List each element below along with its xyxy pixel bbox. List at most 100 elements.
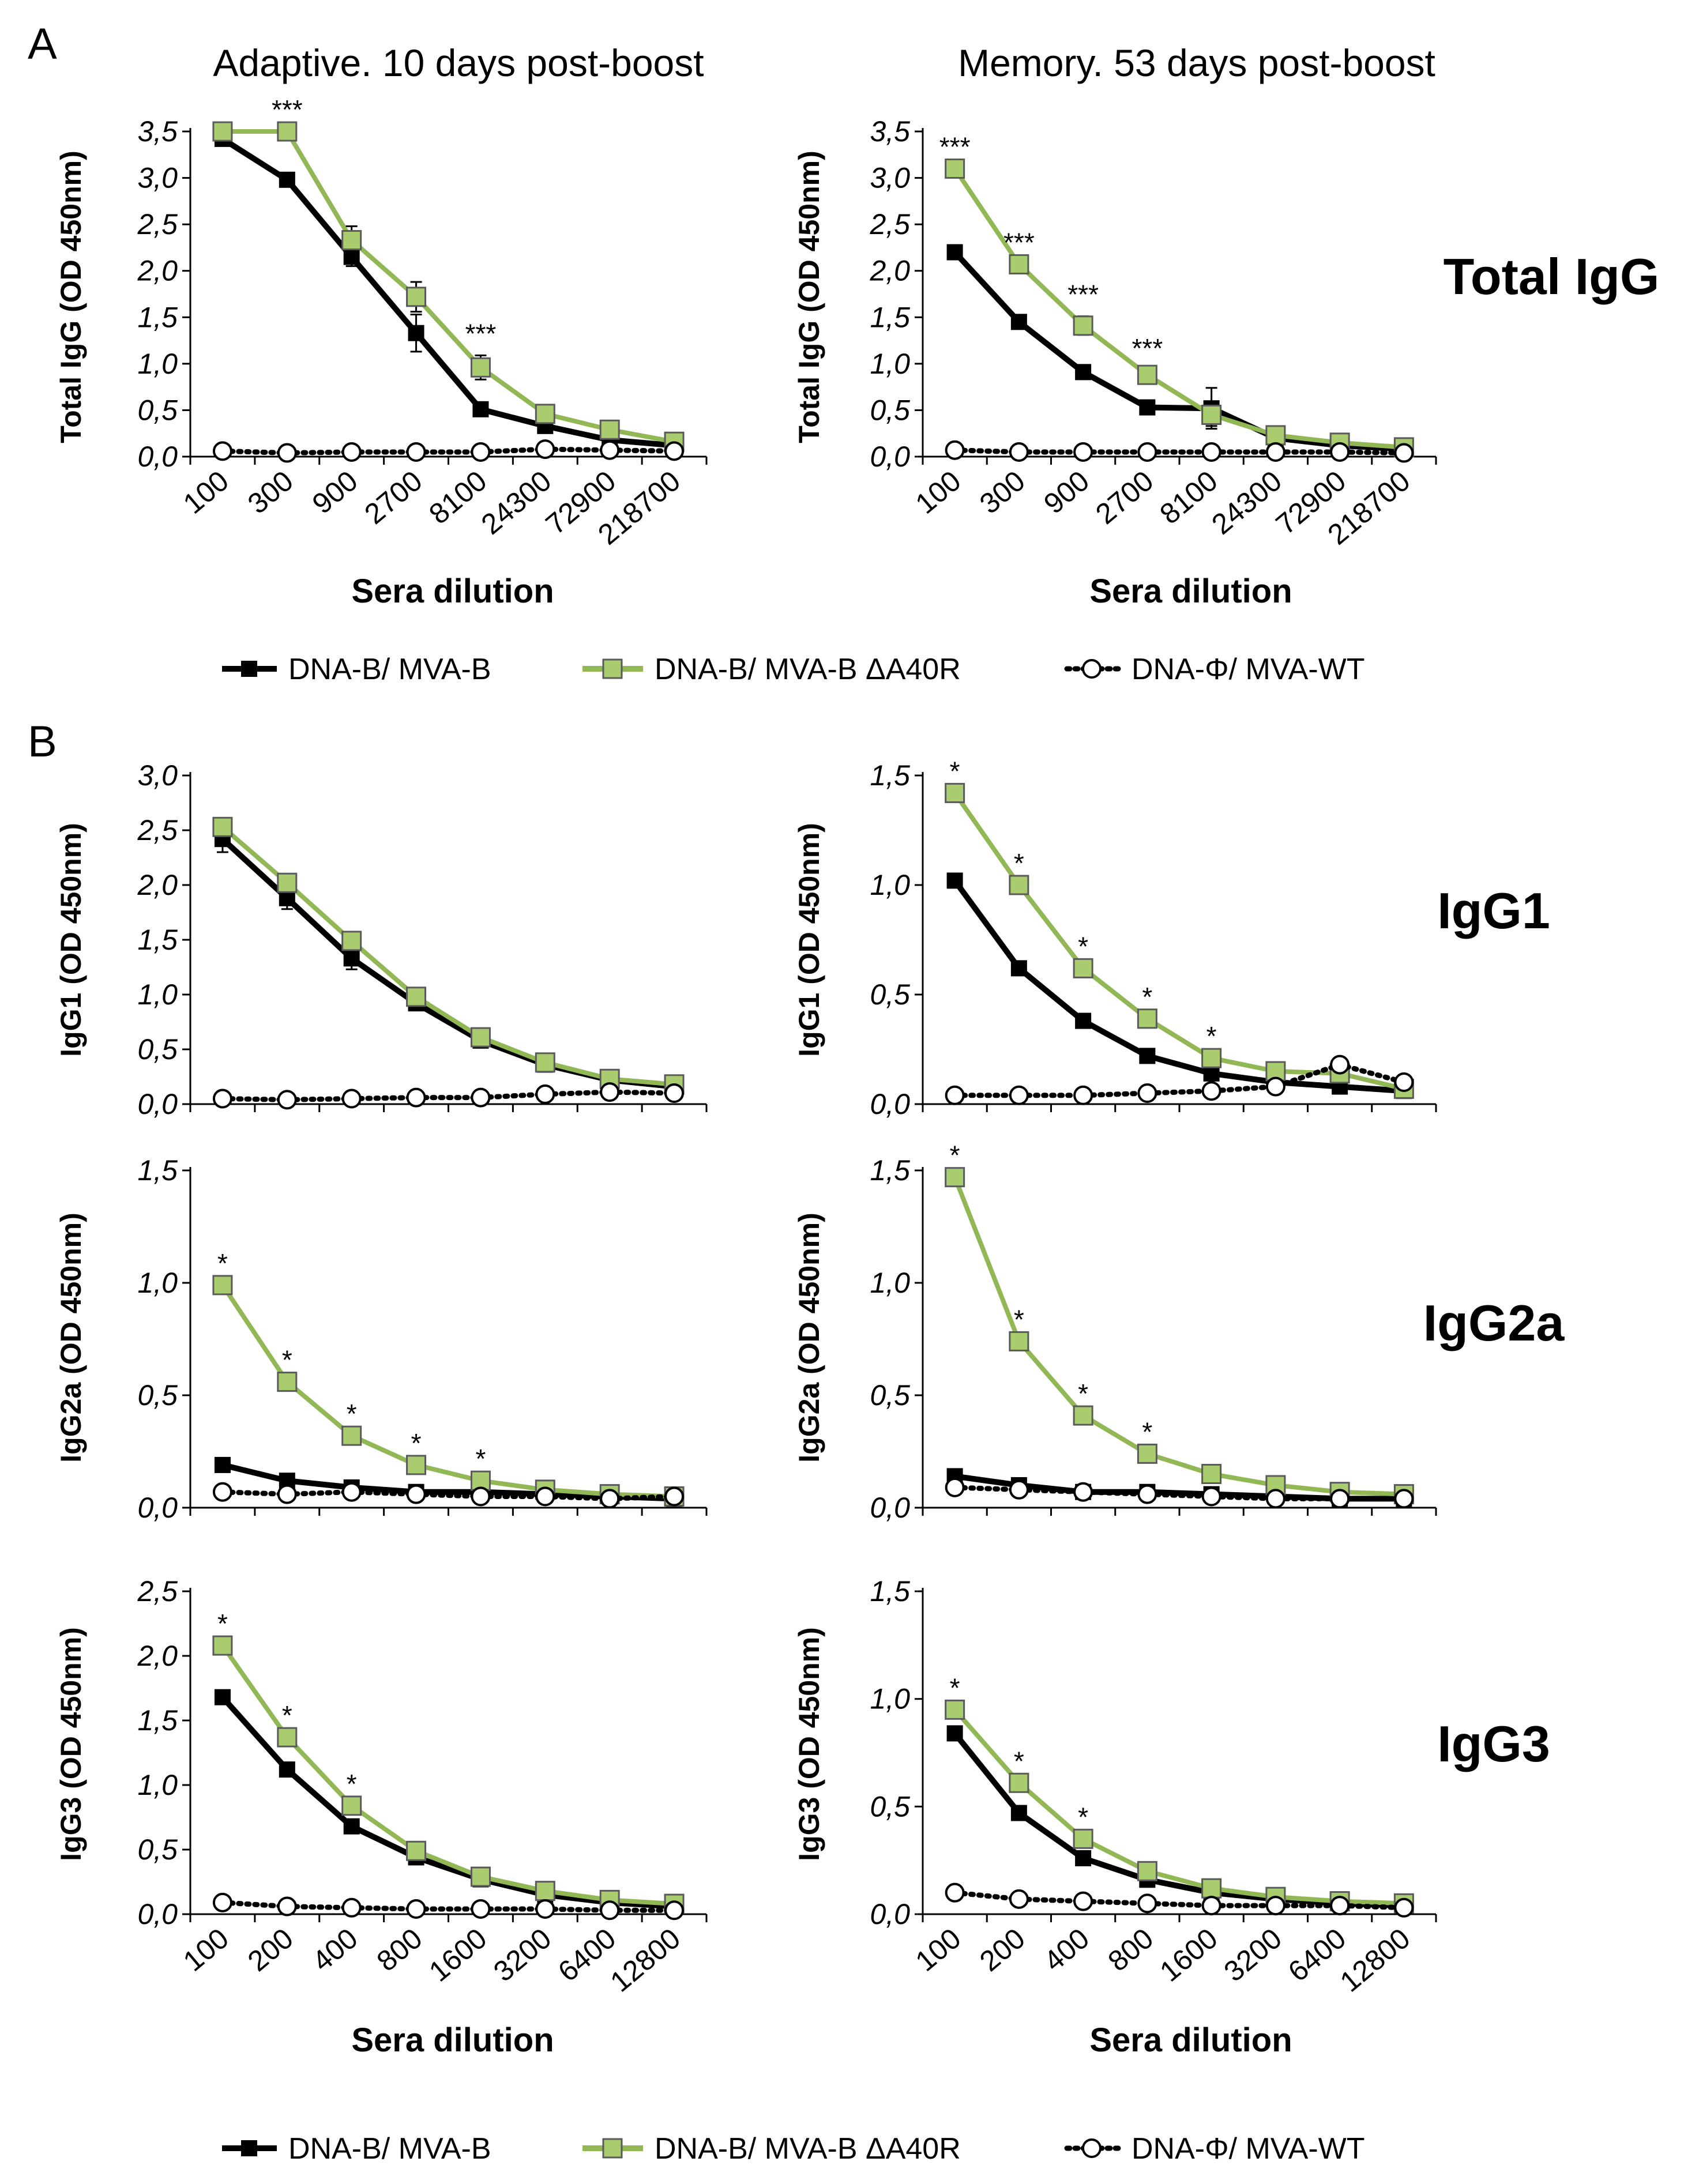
- data-point-delta: [945, 158, 965, 179]
- data-point-delta: [277, 1372, 298, 1392]
- data-point-mva-b: [279, 171, 295, 188]
- y-tick-label: 3,0: [137, 759, 178, 792]
- x-tick-label: 24300: [475, 465, 558, 541]
- y-tick-label: 2,5: [869, 208, 910, 240]
- x-tick-label: 200: [973, 1922, 1031, 1978]
- significance-label: *: [950, 1673, 960, 1703]
- data-point-delta: [1137, 364, 1157, 385]
- series-line-delta: [220, 1643, 677, 1907]
- x-tick-label: 24300: [1205, 465, 1288, 541]
- series-line-mva-b: [952, 249, 1407, 453]
- data-point-wt: [1265, 1076, 1285, 1097]
- data-point-delta: [212, 1635, 233, 1656]
- data-point-delta: [277, 121, 298, 142]
- significance-label: *: [411, 1428, 422, 1458]
- data-point-wt: [1394, 1072, 1414, 1092]
- x-tick-label: 800: [371, 1922, 428, 1978]
- y-tick-label: 2,5: [137, 208, 178, 240]
- data-point-delta: [1265, 425, 1286, 446]
- data-point-delta: [212, 816, 233, 837]
- chart-igg1-adaptive: 0,0 0,5 1,0 1,5 2,0 2,5 3,0: [137, 759, 708, 1120]
- significance-label: *: [347, 1769, 357, 1799]
- data-point-wt: [277, 1090, 297, 1110]
- data-point-delta: [1201, 1464, 1222, 1484]
- data-point-delta: [406, 1840, 427, 1861]
- y-tick-label: 0,5: [137, 1033, 178, 1065]
- x-tick-label: 12800: [1334, 1922, 1416, 1998]
- significance-label: *: [282, 1700, 292, 1730]
- data-point-wt: [406, 1087, 426, 1108]
- data-point-wt: [406, 1899, 426, 1919]
- data-point-wt: [471, 1486, 491, 1507]
- significance-label: *: [217, 1248, 228, 1278]
- series-wt: [945, 440, 1414, 463]
- data-point-delta: [1073, 1405, 1093, 1426]
- data-point-wt: [406, 1484, 426, 1504]
- x-tick-label: 900: [1038, 465, 1095, 521]
- significance-label: *: [1014, 848, 1024, 878]
- y-tick-label: 0,5: [870, 978, 910, 1011]
- data-point-delta: [470, 357, 491, 378]
- y-tick-label: 1,5: [870, 301, 910, 333]
- y-tick-label: 1,5: [137, 1704, 178, 1737]
- y-tick-label: 1,0: [870, 1267, 910, 1299]
- legend-top: DNA-B/ MVA-B DNA-B/ MVA-B ΔA40R DNA-Φ/ M…: [222, 653, 1365, 686]
- data-point-wt: [945, 1477, 965, 1497]
- data-point-wt: [212, 1482, 232, 1502]
- data-point-delta: [535, 1052, 555, 1073]
- data-point-wt: [1137, 1484, 1157, 1504]
- data-point-wt: [1330, 1055, 1350, 1075]
- y-tick-label: 2,0: [869, 255, 910, 287]
- series-line-delta: [220, 129, 677, 445]
- data-point-mva-b: [1075, 1850, 1092, 1866]
- data-point-delta: [470, 1027, 491, 1048]
- data-point-mva-b: [1139, 399, 1156, 416]
- title-adaptive: Adaptive. 10 days post-boost: [213, 42, 704, 84]
- y-tick-label: 2,0: [137, 1640, 178, 1672]
- data-point-wt: [406, 442, 426, 462]
- series-line-delta: [952, 790, 1407, 1091]
- significance-label: ***: [1132, 333, 1163, 363]
- series-wt: [945, 1882, 1414, 1918]
- series-line-delta: [220, 1282, 677, 1499]
- data-point-mva-b: [946, 1725, 963, 1742]
- data-point-wt: [1073, 1482, 1093, 1502]
- data-point-wt: [1137, 1893, 1157, 1914]
- data-point-wt: [945, 1882, 965, 1903]
- data-point-delta: [1009, 875, 1029, 895]
- x-tick-label: 3200: [1218, 1922, 1288, 1988]
- x-tick-label: 100: [909, 465, 967, 521]
- data-point-delta: [1009, 1772, 1029, 1793]
- significance-label: *: [950, 1140, 960, 1170]
- y-axis-title-igg1-adaptive: IgG1 (OD 450nm): [55, 823, 87, 1057]
- data-point-wt: [1073, 1891, 1093, 1911]
- data-point-delta: [341, 1425, 362, 1446]
- series-line-wt: [220, 1089, 677, 1102]
- series-wt: [212, 1082, 685, 1110]
- data-point-delta: [1201, 1048, 1222, 1068]
- data-point-wt: [1137, 442, 1157, 462]
- data-point-mva-b: [1075, 1012, 1092, 1029]
- significance-label: *: [475, 1444, 486, 1474]
- series-line-wt: [952, 447, 1407, 456]
- significance-label: ***: [272, 95, 303, 125]
- series-line-mva-b: [952, 878, 1407, 1094]
- series-mva-b: [214, 824, 683, 1095]
- data-point-wt: [1009, 442, 1029, 462]
- y-axis-title-igg2a-memory: IgG2a (OD 450nm): [793, 1213, 825, 1462]
- y-axis-title-total-memory: Total IgG (OD 450nm): [793, 150, 825, 443]
- series-wt: [212, 1892, 685, 1921]
- series-line-mva-b: [219, 135, 678, 449]
- x-tick-label: 300: [973, 465, 1031, 521]
- y-axis-title-igg3-memory: IgG3 (OD 450nm): [793, 1627, 825, 1861]
- data-point-wt: [600, 1900, 620, 1921]
- x-tick-label: 1600: [423, 1922, 493, 1988]
- series-line-wt: [952, 1062, 1407, 1098]
- series-line-mva-b: [219, 1462, 678, 1502]
- data-point-wt: [1137, 1083, 1157, 1103]
- data-point-mva-b: [1139, 1048, 1156, 1064]
- significance-label: *: [1014, 1304, 1024, 1334]
- data-point-wt: [945, 1085, 965, 1105]
- legend-top-wt-label: DNA-Φ/ MVA-WT: [1132, 653, 1365, 686]
